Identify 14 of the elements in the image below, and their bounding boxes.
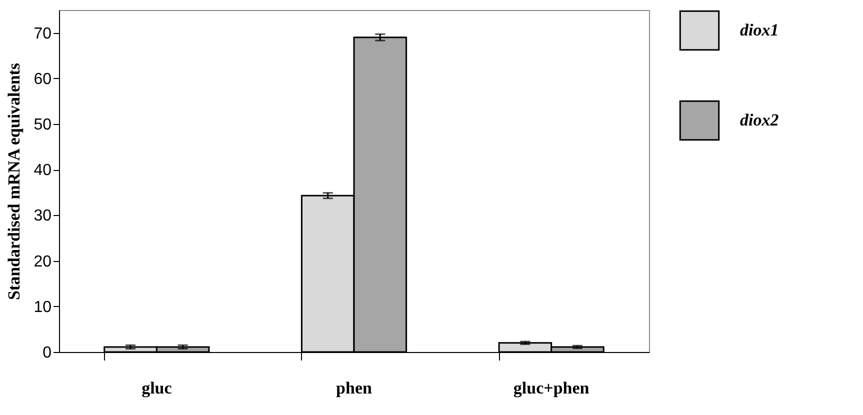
y-tick-label: 40 (34, 162, 52, 180)
x-tick-label: gluc (142, 378, 172, 398)
y-tick-label: 0 (42, 344, 52, 362)
y-tick-label: 60 (34, 70, 52, 88)
y-tick-label: 10 (34, 298, 52, 316)
legend-label: diox2 (740, 110, 780, 130)
y-tick-label: 70 (34, 25, 52, 42)
legend-label: diox1 (740, 20, 779, 40)
x-tick-label: gluc+phen (513, 378, 590, 398)
y-axis-title: Standardised mRNA equivalents (4, 62, 24, 300)
x-tick-label: phen (336, 378, 372, 398)
y-tick-label: 50 (34, 116, 52, 134)
y-tick-label: 20 (34, 253, 52, 270)
y-tick-label: 30 (34, 208, 52, 225)
